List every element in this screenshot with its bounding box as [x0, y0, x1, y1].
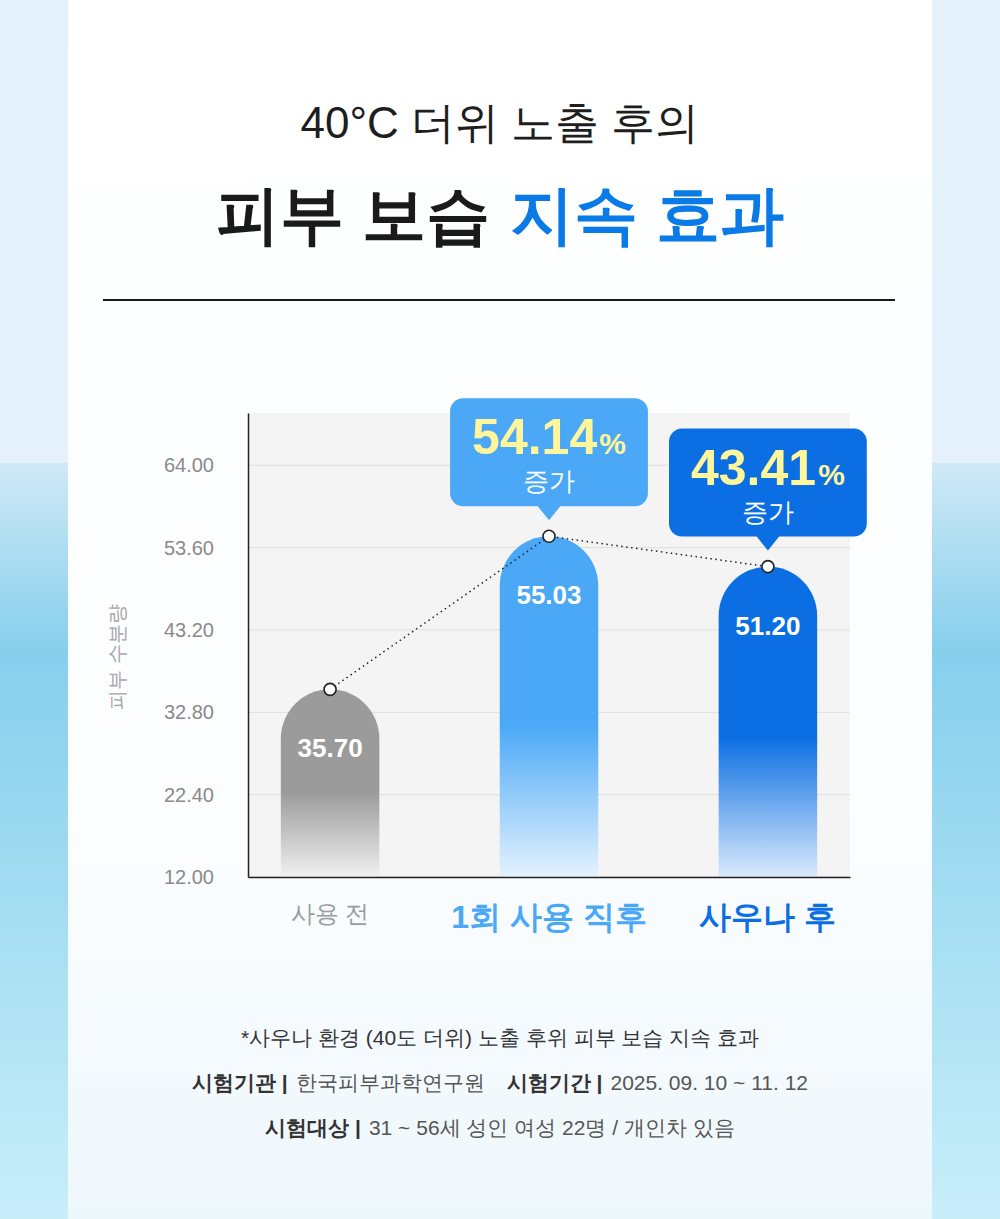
data-label: 51.20	[735, 611, 800, 641]
x-tick: 사용 전	[291, 877, 370, 927]
subtitle: 피부 보습 지속 효과	[216, 179, 784, 251]
y-tick: 64.00	[164, 454, 248, 476]
note-text: 31 ~ 56세 성인 여성 22명 / 개인차 있음	[369, 1116, 735, 1139]
y-axis: 12.00 22.40 32.80 43.20 53.60 64.00	[164, 414, 249, 888]
data-label: 35.70	[298, 733, 363, 763]
bar	[719, 567, 818, 877]
note-text: 2025. 09. 10 ~ 11. 12	[610, 1071, 808, 1094]
y-tick: 53.60	[164, 537, 248, 559]
note-row: 시험기관 | 한국피부과학연구원 시험기간 | 2025. 09. 10 ~ 11. …	[192, 1071, 808, 1094]
data-labels: 35.70 55.03 51.20	[298, 580, 801, 763]
callout-number: 54.14	[472, 409, 597, 465]
y-axis-line	[248, 414, 250, 878]
chart: 40°C 더위 노출 후의피부 보습 지속 효과 35.70 55.03 51.20 12…	[0, 0, 1000, 1219]
y-tick-label: 43.20	[164, 619, 214, 641]
y-tick-label: 12.00	[164, 866, 214, 888]
callout-value: 54.14%	[472, 409, 626, 465]
callout-pointer	[537, 505, 561, 520]
callout-number: 43.41	[691, 440, 816, 496]
title: 40°C 더위 노출 후의	[301, 98, 700, 147]
callout-box	[669, 429, 867, 537]
callout-pointer	[756, 536, 780, 551]
y-tick-label: 32.80	[164, 701, 214, 723]
bar	[500, 536, 599, 877]
background	[0, 0, 1000, 1219]
x-tick: 사우나 후	[699, 877, 836, 935]
callout-text: 증가	[742, 497, 794, 527]
y-tick: 43.20	[164, 619, 248, 641]
x-tick-label: 1회 사용 직후	[451, 899, 647, 935]
y-tick-label: 53.60	[164, 537, 214, 559]
y-tick: 22.40	[164, 784, 248, 806]
subtitle-part: 지속 효과	[510, 179, 784, 251]
note-row: 시험대상 | 31 ~ 56세 성인 여성 22명 / 개인차 있음	[265, 1116, 735, 1139]
callout-box	[450, 398, 648, 506]
x-tick: 1회 사용 직후	[451, 877, 647, 935]
callout-text: 증가	[523, 466, 575, 496]
x-axis-line	[249, 877, 851, 879]
subtitle-part: 피부 보습	[216, 179, 490, 251]
callout: 54.14%증가	[450, 398, 648, 520]
plot-background	[248, 413, 850, 877]
y-axis-title: 피부 수분량	[106, 604, 128, 710]
callout: 43.41%증가	[669, 429, 867, 551]
y-tick-label: 22.40	[164, 784, 214, 806]
divider	[103, 299, 895, 301]
footnote: *사우나 환경 (40도 더위) 노출 후위 피부 보습 지속 효과	[241, 1026, 759, 1049]
y-tick: 12.00	[164, 866, 248, 888]
x-tick-label: 사용 전	[291, 900, 370, 927]
callout-unit: %	[599, 427, 626, 460]
note-label: 시험기간 |	[507, 1071, 603, 1094]
note-text: 한국피부과학연구원	[296, 1071, 485, 1094]
panel	[68, 0, 932, 1219]
note-label: 시험기관 |	[192, 1071, 288, 1094]
y-tick-label: 64.00	[164, 454, 214, 476]
data-label: 55.03	[516, 580, 581, 610]
x-axis: 사용 전 1회 사용 직후 사우나 후	[249, 877, 851, 935]
point	[543, 530, 555, 542]
note-label: 시험대상 |	[265, 1116, 361, 1139]
point	[324, 683, 336, 695]
marks	[281, 530, 817, 877]
point	[762, 561, 774, 573]
callout-value: 43.41%	[691, 440, 845, 496]
connector-line	[330, 536, 768, 689]
x-tick-label: 사우나 후	[699, 899, 836, 935]
callout-unit: %	[818, 458, 845, 491]
bar	[281, 689, 380, 877]
y-tick: 32.80	[164, 701, 248, 723]
annotations: 54.14%증가43.41%증가	[450, 398, 867, 550]
